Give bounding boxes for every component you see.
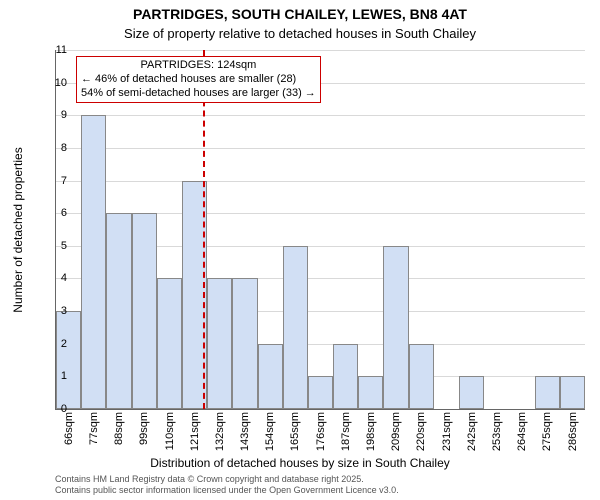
x-tick-label: 264sqm xyxy=(516,412,528,451)
annotation-line: PARTRIDGES: 124sqm xyxy=(81,59,316,73)
footer-line-2: Contains public sector information licen… xyxy=(55,485,399,496)
x-tick-label: 187sqm xyxy=(340,412,352,451)
x-tick-label: 242sqm xyxy=(466,412,478,451)
x-tick-label: 176sqm xyxy=(315,412,327,451)
x-tick-label: 275sqm xyxy=(541,412,553,451)
y-tick-label: 2 xyxy=(17,338,67,350)
y-tick-label: 6 xyxy=(17,207,67,219)
histogram-bar xyxy=(409,344,434,409)
histogram-bar xyxy=(157,278,182,409)
histogram-bar xyxy=(56,311,81,409)
histogram-bar xyxy=(459,376,484,409)
histogram-bar xyxy=(207,278,232,409)
y-tick-label: 9 xyxy=(17,109,67,121)
grid-line xyxy=(56,148,585,149)
y-axis-label: Number of detached properties xyxy=(11,147,25,312)
annotation-line: ← 46% of detached houses are smaller (28… xyxy=(81,73,316,87)
y-tick-label: 3 xyxy=(17,305,67,317)
chart-title-2: Size of property relative to detached ho… xyxy=(0,26,600,41)
annotation-box: PARTRIDGES: 124sqm← 46% of detached hous… xyxy=(76,56,321,103)
x-tick-label: 209sqm xyxy=(390,412,402,451)
histogram-bar xyxy=(358,376,383,409)
x-tick-label: 121sqm xyxy=(189,412,201,451)
histogram-bar xyxy=(258,344,283,409)
histogram-bar xyxy=(383,246,408,409)
grid-line xyxy=(56,181,585,182)
histogram-bar xyxy=(106,213,131,409)
y-tick-label: 4 xyxy=(17,272,67,284)
chart-title-1: PARTRIDGES, SOUTH CHAILEY, LEWES, BN8 4A… xyxy=(0,6,600,22)
x-tick-label: 253sqm xyxy=(491,412,503,451)
histogram-bar xyxy=(333,344,358,409)
x-tick-label: 77sqm xyxy=(88,412,100,445)
histogram-bar xyxy=(308,376,333,409)
footer-attribution: Contains HM Land Registry data © Crown c… xyxy=(55,474,399,496)
x-tick-label: 165sqm xyxy=(289,412,301,451)
grid-line xyxy=(56,50,585,51)
annotation-line: 54% of semi-detached houses are larger (… xyxy=(81,87,316,101)
footer-line-1: Contains HM Land Registry data © Crown c… xyxy=(55,474,399,485)
x-tick-label: 132sqm xyxy=(214,412,226,451)
y-tick-label: 0 xyxy=(17,403,67,415)
histogram-bar xyxy=(560,376,585,409)
reference-line xyxy=(203,50,205,409)
y-tick-label: 1 xyxy=(17,370,67,382)
grid-line xyxy=(56,115,585,116)
x-tick-label: 198sqm xyxy=(365,412,377,451)
y-tick-label: 5 xyxy=(17,240,67,252)
y-tick-label: 7 xyxy=(17,175,67,187)
histogram-bar xyxy=(132,213,157,409)
x-tick-label: 110sqm xyxy=(164,412,176,450)
x-axis-label: Distribution of detached houses by size … xyxy=(0,456,600,470)
y-tick-label: 10 xyxy=(17,77,67,89)
x-tick-label: 286sqm xyxy=(567,412,579,451)
plot-area: PARTRIDGES: 124sqm← 46% of detached hous… xyxy=(55,50,585,410)
histogram-bar xyxy=(283,246,308,409)
x-tick-label: 66sqm xyxy=(63,412,75,445)
x-tick-label: 88sqm xyxy=(113,412,125,445)
y-tick-label: 11 xyxy=(17,44,67,56)
x-tick-label: 99sqm xyxy=(138,412,150,445)
histogram-bar xyxy=(81,115,106,409)
x-tick-label: 154sqm xyxy=(264,412,276,451)
x-tick-label: 143sqm xyxy=(239,412,251,451)
histogram-bar xyxy=(232,278,257,409)
y-tick-label: 8 xyxy=(17,142,67,154)
histogram-bar xyxy=(535,376,560,409)
x-tick-label: 220sqm xyxy=(415,412,427,451)
x-tick-label: 231sqm xyxy=(441,412,453,451)
